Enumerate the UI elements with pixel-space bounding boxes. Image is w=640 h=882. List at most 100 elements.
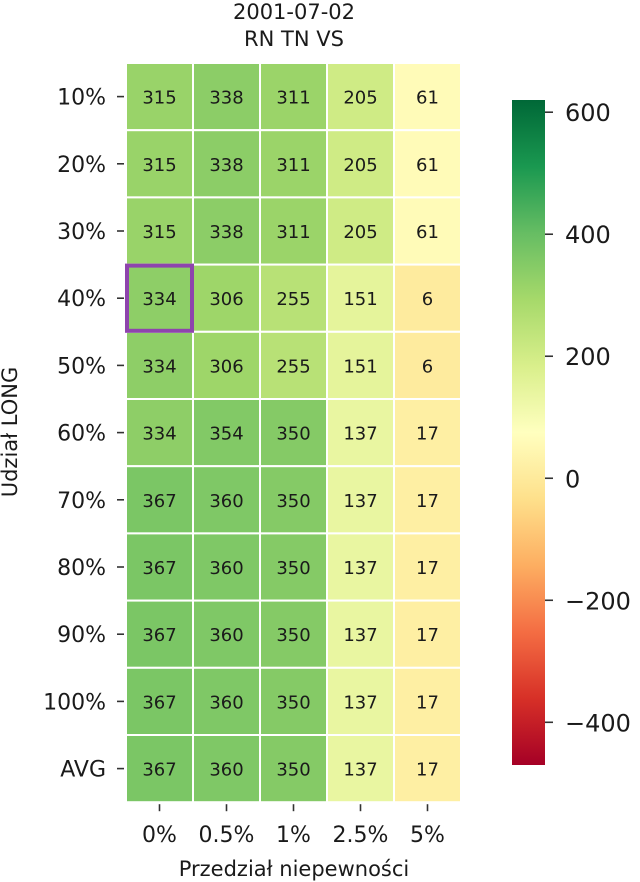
heatmap-cell: [125, 734, 194, 804]
heatmap-cell: [125, 666, 194, 736]
cell-value-label: 367: [142, 491, 176, 512]
cell-value-label: 350: [276, 491, 310, 512]
colorbar-tick-label: −400: [565, 709, 631, 737]
heatmap-cell: [393, 734, 462, 804]
cell-value-label: 367: [142, 692, 176, 713]
cell-value-label: 350: [276, 760, 310, 781]
cell-value-label: 350: [276, 424, 310, 445]
heatmap-cell: [125, 129, 194, 199]
cell-value-label: 17: [416, 491, 439, 512]
cell-value-label: 205: [343, 155, 377, 176]
cell-value-label: 360: [209, 625, 243, 646]
cell-value-label: 334: [142, 424, 176, 445]
y-tick-label: 20%: [57, 153, 106, 178]
cell-value-label: 315: [142, 88, 176, 109]
heatmap-cell: [393, 666, 462, 736]
y-tick-label: 60%: [57, 422, 106, 447]
heatmap-cell: [393, 263, 462, 333]
heatmap-cell: [393, 129, 462, 199]
y-tick-label: AVG: [60, 758, 106, 783]
cell-value-label: 311: [276, 222, 310, 243]
cell-value-label: 311: [276, 88, 310, 109]
cell-value-label: 205: [343, 88, 377, 109]
cell-value-label: 205: [343, 222, 377, 243]
heatmap-cell: [192, 196, 261, 266]
y-axis-ticks: 10% 20% 30% 40% 50% 60% 70% 80% 90% 100% AVG: [43, 86, 124, 783]
heatmap-cell: [192, 532, 261, 602]
cell-value-label: 17: [416, 625, 439, 646]
cell-value-label: 360: [209, 558, 243, 579]
cell-value-label: 367: [142, 625, 176, 646]
cell-value-label: 137: [343, 558, 377, 579]
cell-value-label: 61: [416, 222, 439, 243]
cell-value-label: 306: [209, 356, 243, 377]
heatmap-cell: [326, 398, 395, 468]
heatmap-cell: [259, 330, 328, 400]
cell-value-label: 17: [416, 760, 439, 781]
heatmap-cell: [326, 666, 395, 736]
cell-value-label: 360: [209, 491, 243, 512]
cell-value-label: 137: [343, 424, 377, 445]
heatmap-cell: [326, 263, 395, 333]
cell-value-label: 315: [142, 155, 176, 176]
colorbar-gradient: [512, 100, 545, 765]
cell-value-label: 151: [343, 356, 377, 377]
colorbar-ticks: 600 400 200 0 −200 −400: [545, 99, 631, 737]
cell-value-label: 137: [343, 491, 377, 512]
heatmap-cell: [125, 465, 194, 535]
cell-value-label: 354: [209, 424, 243, 445]
cell-value-label: 350: [276, 692, 310, 713]
y-tick-label: 30%: [57, 220, 106, 245]
x-axis-label: Przedział niepewności: [179, 857, 410, 881]
y-tick-label: 90%: [57, 623, 106, 648]
y-tick-label: 50%: [57, 354, 106, 379]
heatmap-cell: [125, 532, 194, 602]
heatmap-cell: [192, 330, 261, 400]
cell-value-label: 17: [416, 424, 439, 445]
cell-value-label: 350: [276, 558, 310, 579]
cell-value-label: 61: [416, 155, 439, 176]
y-tick-label: 40%: [57, 287, 106, 312]
colorbar-tick-label: 600: [565, 99, 611, 127]
cell-value-label: 311: [276, 155, 310, 176]
title-line-2: RN TN VS: [244, 27, 344, 51]
y-tick-label: 80%: [57, 556, 106, 581]
cell-value-label: 360: [209, 760, 243, 781]
y-tick-label: 100%: [43, 690, 106, 715]
heatmap-cell-labels: 315 338 311 205 61 315 338 311 205 61 315 338 311 205…: [142, 88, 439, 781]
heatmap-cell: [192, 666, 261, 736]
highlight-cell-outline: [125, 263, 194, 333]
cell-value-label: 367: [142, 760, 176, 781]
x-tick-label: 1%: [276, 823, 311, 848]
colorbar-tick-label: −200: [565, 587, 631, 615]
heatmap-cell: [259, 666, 328, 736]
colorbar-tick-label: 0: [565, 465, 580, 493]
cell-value-label: 255: [276, 289, 310, 310]
heatmap-cell: [125, 62, 194, 132]
x-tick-label: 0%: [142, 823, 177, 848]
chart-title: 2001-07-02 RN TN VS: [233, 0, 355, 51]
cell-value-label: 6: [422, 289, 433, 310]
cell-value-label: 306: [209, 289, 243, 310]
heatmap-cell: [192, 62, 261, 132]
cell-value-label: 338: [209, 222, 243, 243]
cell-value-label: 315: [142, 222, 176, 243]
cell-value-label: 360: [209, 692, 243, 713]
cell-value-label: 6: [422, 356, 433, 377]
cell-value-label: 137: [343, 625, 377, 646]
cell-value-label: 350: [276, 625, 310, 646]
cell-value-label: 338: [209, 155, 243, 176]
y-tick-label: 10%: [57, 86, 106, 111]
heatmap-cell: [393, 599, 462, 669]
cell-value-label: 367: [142, 558, 176, 579]
cell-value-label: 334: [142, 289, 176, 310]
x-tick-label: 2.5%: [333, 823, 389, 848]
y-tick-label: 70%: [57, 489, 106, 514]
cell-value-label: 17: [416, 558, 439, 579]
cell-value-label: 61: [416, 88, 439, 109]
y-axis-label: Udział LONG: [0, 367, 22, 498]
heatmap-cell: [192, 398, 261, 468]
x-tick-label: 5%: [410, 823, 445, 848]
cell-value-label: 151: [343, 289, 377, 310]
